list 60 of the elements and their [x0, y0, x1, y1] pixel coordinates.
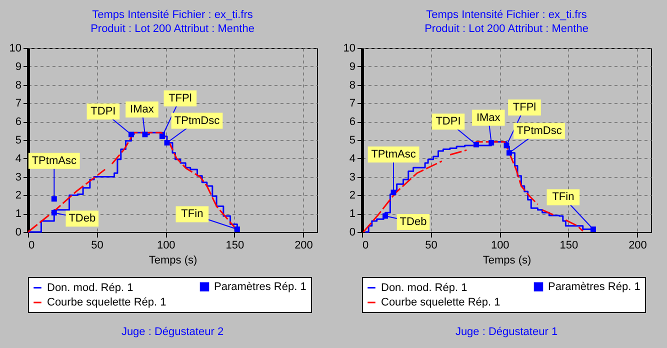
y-tick-label: 6	[15, 116, 22, 128]
annotation: TFin	[181, 208, 204, 220]
y-tick-label: 8	[15, 79, 22, 92]
y-tick-label: 8	[349, 79, 356, 92]
annotation: TDPI	[436, 116, 461, 128]
y-tick-label: 2	[349, 190, 356, 202]
y-tick-label: 0	[349, 226, 356, 238]
annotation: TFin	[552, 191, 574, 204]
annotation: TPtmAsc	[32, 154, 77, 167]
annotation: TDeb	[68, 212, 96, 225]
y-tick-label: 9	[349, 60, 356, 73]
annotation: IMax	[476, 112, 501, 124]
y-tick-label: 1	[349, 208, 356, 220]
annotation: TDeb	[400, 216, 427, 228]
legend-label: Paramètres Rép. 1	[548, 280, 640, 293]
x-tick-label: 50	[425, 240, 438, 252]
chart-subtitle: Produit : Lot 200 Attribut : Menthe	[424, 23, 588, 35]
y-tick-label: 5	[349, 134, 356, 146]
y-tick-label: 7	[349, 98, 356, 110]
x-tick-label: 150	[560, 240, 578, 252]
y-tick-label: 1	[15, 208, 22, 220]
annotation: TFPl	[168, 92, 192, 104]
y-tick-label: 3	[15, 171, 22, 184]
legend-label: Paramètres Rép. 1	[214, 280, 306, 293]
y-tick-label: 0	[15, 226, 22, 238]
legend-label: Courbe squelette Rép. 1	[47, 296, 166, 308]
x-tick-label: 200	[628, 240, 647, 252]
y-tick-label: 10	[343, 42, 356, 54]
annotation: TFPl	[512, 102, 536, 114]
annotation: TPtmDsc	[516, 124, 562, 137]
x-tick-label: 100	[490, 240, 510, 252]
y-tick-label: 6	[349, 116, 356, 128]
chart-title: Temps Intensité Fichier : ex_ti.frs	[426, 9, 588, 21]
legend-label: Don. mod. Rép. 1	[47, 282, 134, 294]
x-tick-label: 0	[362, 240, 369, 252]
y-tick-label: 5	[15, 134, 22, 146]
x-tick-label: 200	[294, 240, 313, 252]
y-tick-label: 4	[15, 152, 22, 165]
chart-subtitle: Produit : Lot 200 Attribut : Menthe	[90, 23, 254, 35]
y-tick-label: 3	[349, 171, 356, 184]
annotation: TPtmDsc	[174, 114, 220, 127]
text: Juge : Dégustateur 1	[455, 326, 558, 338]
y-tick-label: 7	[15, 98, 22, 110]
y-tick-label: 2	[15, 190, 22, 202]
x-tick-label: 150	[226, 240, 244, 252]
y-tick-label: 9	[15, 60, 22, 73]
text: Juge : Dégustateur 2	[121, 326, 224, 338]
annotation: TPtmAsc	[371, 148, 416, 160]
chart-title: Temps Intensité Fichier : ex_ti.frs	[92, 9, 254, 21]
legend-label: Don. mod. Rép. 1	[381, 282, 468, 294]
y-tick-label: 4	[349, 152, 356, 165]
annotation: TDPI	[90, 105, 116, 118]
x-tick-label: 100	[156, 240, 176, 252]
x-tick-label: 50	[91, 240, 104, 252]
x-tick-label: 0	[28, 240, 35, 252]
y-tick-label: 10	[9, 42, 22, 54]
annotation: IMax	[130, 103, 154, 116]
x-axis-title: Temps (s)	[148, 254, 198, 266]
x-axis-title: Temps (s)	[482, 254, 532, 266]
legend-label: Courbe squelette Rép. 1	[381, 296, 500, 308]
